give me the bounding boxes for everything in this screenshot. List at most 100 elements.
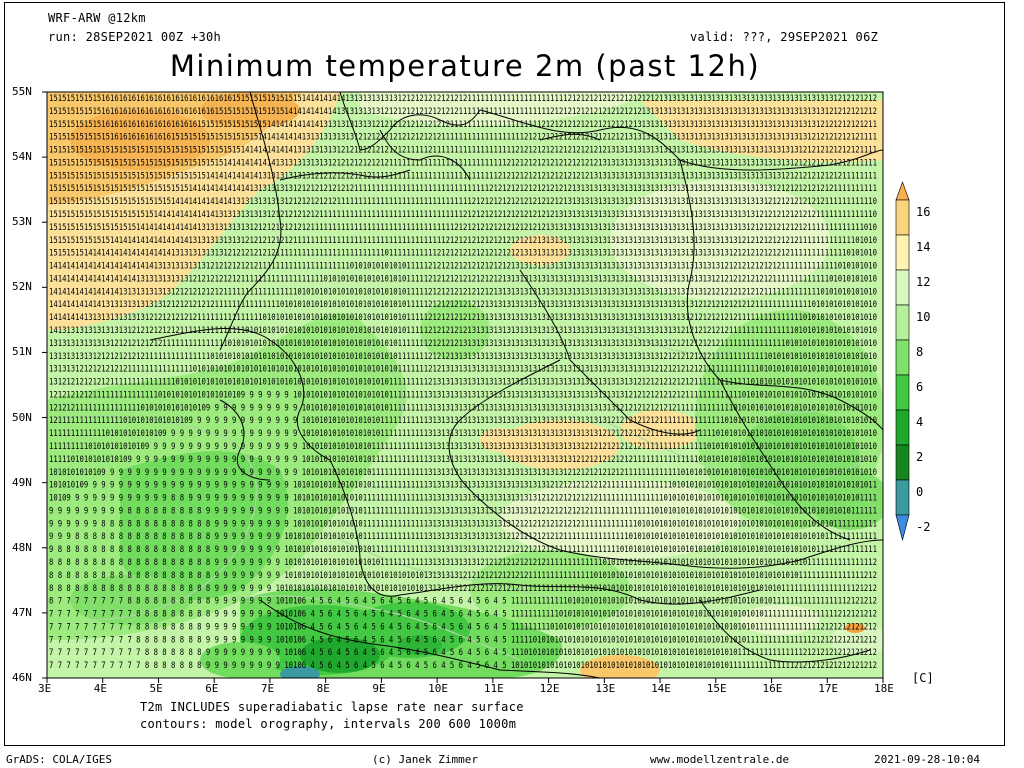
grid-value-row: 1312121212121211111111111111101010101010… <box>49 378 877 388</box>
colorbar-label: 16 <box>916 205 931 219</box>
grid-value-row: 1515151515151616161616161616161616161616… <box>49 94 877 104</box>
grid-value-row: 8 8 8 8 8 8 8 8 8 8 8 8 8 8 8 8 8 8 8 9 … <box>49 584 877 594</box>
lon-label: 5E <box>149 682 163 695</box>
colorbar-bottom-arrow <box>895 514 910 542</box>
note-lapse-rate: T2m INCLUDES superadiabatic lapse rate n… <box>140 700 524 714</box>
colorbar-label: 6 <box>916 380 924 394</box>
lon-label: 4E <box>93 682 107 695</box>
grid-value-row: 1111101010101010109 9 9 9 9 9 9 9 9 9 9 … <box>49 455 877 465</box>
colorbar-segment <box>895 304 910 341</box>
grid-value-row: 11111111101010101010109 9 9 9 9 9 9 9 9 … <box>49 442 877 452</box>
colorbar-label: -2 <box>916 520 931 534</box>
colorbar-label: 8 <box>916 345 924 359</box>
lon-label: 13E <box>595 682 616 695</box>
lat-label: 52N <box>12 280 32 294</box>
grid-value-row: 1414141413131313131313121212121212111111… <box>49 313 877 323</box>
grid-value-row: 1414141414141414131313131313121212121212… <box>49 287 877 297</box>
lon-label: 7E <box>260 682 275 695</box>
lon-label: 3E <box>38 682 52 695</box>
grid-value-row: 9 8 8 8 8 8 8 8 8 8 8 8 8 8 8 8 8 8 8 9 … <box>49 545 877 555</box>
grid-value-row: 1414141414141414141414141313131313131212… <box>49 262 877 272</box>
author-credit: (c) Janek Zimmer <box>372 753 478 766</box>
plot-frame <box>4 2 1005 746</box>
lon-label: 8E <box>316 682 330 695</box>
lon-label: 10E <box>428 682 448 695</box>
colorbar-segment <box>895 269 910 306</box>
grid-value-row: 1515151515151515151515151515151515151515… <box>49 158 877 168</box>
colorbar-label: 12 <box>916 275 931 289</box>
lon-label: 15E <box>706 682 727 695</box>
colorbar-segment <box>895 234 910 271</box>
grid-value-row: 1313131313131312121212121211111111111111… <box>49 339 877 349</box>
lat-label: 48N <box>12 540 32 554</box>
orography-contours <box>47 329 883 661</box>
lat-label: 46N <box>12 671 32 684</box>
map-title: Minimum temperature 2m (past 12h) <box>169 49 761 83</box>
grid-value-row: 1313131313121212121212111111111111111010… <box>49 352 877 362</box>
grid-value-row: 7 7 7 7 7 7 7 7 7 7 8 8 8 8 8 8 8 8 8 9 … <box>49 610 877 620</box>
grid-value-row: 1515151515151616161616161616161616151515… <box>49 120 877 130</box>
grid-value-row: 1212121111111111111110101010101010109 9 … <box>49 403 877 413</box>
colorbar-segment <box>895 199 910 236</box>
grid-value-row: 1515151515151515151515151414141414141413… <box>49 210 877 220</box>
lon-label: 16E <box>762 682 783 695</box>
colorbar-segment <box>895 339 910 376</box>
grid-value-row: 1414141414141313131313131312121212121211… <box>49 300 877 310</box>
coastlines-borders <box>149 92 883 678</box>
colorbar <box>895 181 910 542</box>
lon-label: 17E <box>818 682 839 695</box>
lat-label: 47N <box>12 605 32 619</box>
grid-value-row: 8 8 8 8 8 8 8 8 8 8 8 8 8 8 8 8 8 8 8 9 … <box>49 558 877 568</box>
colorbar-segment <box>895 444 910 481</box>
lon-label: 12E <box>539 682 560 695</box>
colorbar-top-arrow <box>895 181 910 201</box>
colorbar-label: 4 <box>916 415 924 429</box>
grid-value-row: 1515151515151515151515151515151515151515… <box>49 146 877 156</box>
grid-value-row: 7 7 7 7 7 7 7 7 7 7 8 8 8 8 8 8 8 8 9 9 … <box>49 635 877 645</box>
grid-values: 1515151515151616161616161616161616161616… <box>49 94 877 671</box>
grads-credit: GrADS: COLA/IGES <box>6 753 112 766</box>
grid-value-row: 9 9 9 9 9 9 8 8 8 8 8 8 8 8 8 8 8 8 8 9 … <box>49 519 877 529</box>
colorbar-segment <box>895 479 910 516</box>
grid-value-row: 9 9 9 9 9 9 9 9 9 8 8 8 8 8 8 8 8 8 9 9 … <box>49 506 877 516</box>
website-link[interactable]: www.modellzentrale.de <box>650 753 790 766</box>
colorbar-label: 14 <box>916 240 931 254</box>
grid-value-row: 8 7 7 7 7 7 7 7 7 8 8 8 8 8 8 8 8 8 8 9 … <box>49 597 877 607</box>
colorbar-label: 0 <box>916 485 924 499</box>
grid-value-row: 7 7 7 7 7 7 7 7 7 7 7 8 8 8 8 8 8 8 9 9 … <box>49 661 877 671</box>
lon-label: 9E <box>372 682 386 695</box>
colorbar-segment <box>895 409 910 446</box>
colorbar-label: 10 <box>916 310 931 324</box>
valid-label: valid: ???, 29SEP2021 06Z <box>690 30 879 44</box>
colorbar-label: 2 <box>916 450 924 464</box>
axis-ticks <box>42 91 884 683</box>
lon-label: 11E <box>483 682 504 695</box>
map-border <box>46 91 884 679</box>
lat-label: 50N <box>12 410 32 424</box>
grid-value-row: 1515151514141414141414141414131313131313… <box>49 249 877 259</box>
lat-label: 55N <box>12 85 32 98</box>
lat-label: 54N <box>12 150 32 164</box>
lon-label: 14E <box>651 682 671 695</box>
grid-value-row: 1414141414141414141413131313131312121212… <box>49 274 877 284</box>
grid-value-row: 10109 9 9 9 9 9 9 9 9 9 9 9 8 8 9 9 9 9 … <box>49 494 877 504</box>
grid-value-row: 1515151515151616161616161616161616161615… <box>49 107 877 117</box>
grid-value-row: 101010109 9 9 9 9 9 9 9 9 9 9 9 9 9 9 9 … <box>49 481 877 491</box>
grid-value-row: 111111111111101010101010109 9 9 9 9 9 9 … <box>49 429 877 439</box>
lon-label: 18E <box>874 682 894 695</box>
grid-value-row: 1515151515151515151514141414141414131313… <box>49 223 877 233</box>
grid-value-row: 1515151515151516161616161616151515151515… <box>49 133 877 143</box>
lat-label: 51N <box>12 345 32 359</box>
grid-value-row: 1515151515151515151515151515151514141414… <box>49 184 877 194</box>
grid-value-row: 8 8 8 8 8 8 8 8 8 8 8 8 8 8 8 8 8 8 8 9 … <box>49 571 877 581</box>
model-label: WRF-ARW @12km <box>48 11 146 25</box>
grid-value-row: 7 7 7 7 7 7 7 7 7 7 8 8 8 8 8 8 8 8 9 9 … <box>49 622 877 632</box>
temperature-field <box>47 92 883 678</box>
grid-value-row: 7 7 7 7 7 7 7 7 7 7 7 8 8 8 8 8 8 8 9 9 … <box>49 648 877 658</box>
grid-value-row: 9 9 9 8 8 8 8 8 8 8 8 8 8 8 8 8 8 8 8 9 … <box>49 532 877 542</box>
grid-value-row: 1413131313131313131212121212121111111111… <box>49 326 877 336</box>
lat-label: 49N <box>12 475 32 489</box>
grid-value-row: 1515151515151514141414141414141413131313… <box>49 236 877 246</box>
unit-label: [C] <box>912 671 934 685</box>
timestamp: 2021-09-28-10:04 <box>874 753 980 766</box>
